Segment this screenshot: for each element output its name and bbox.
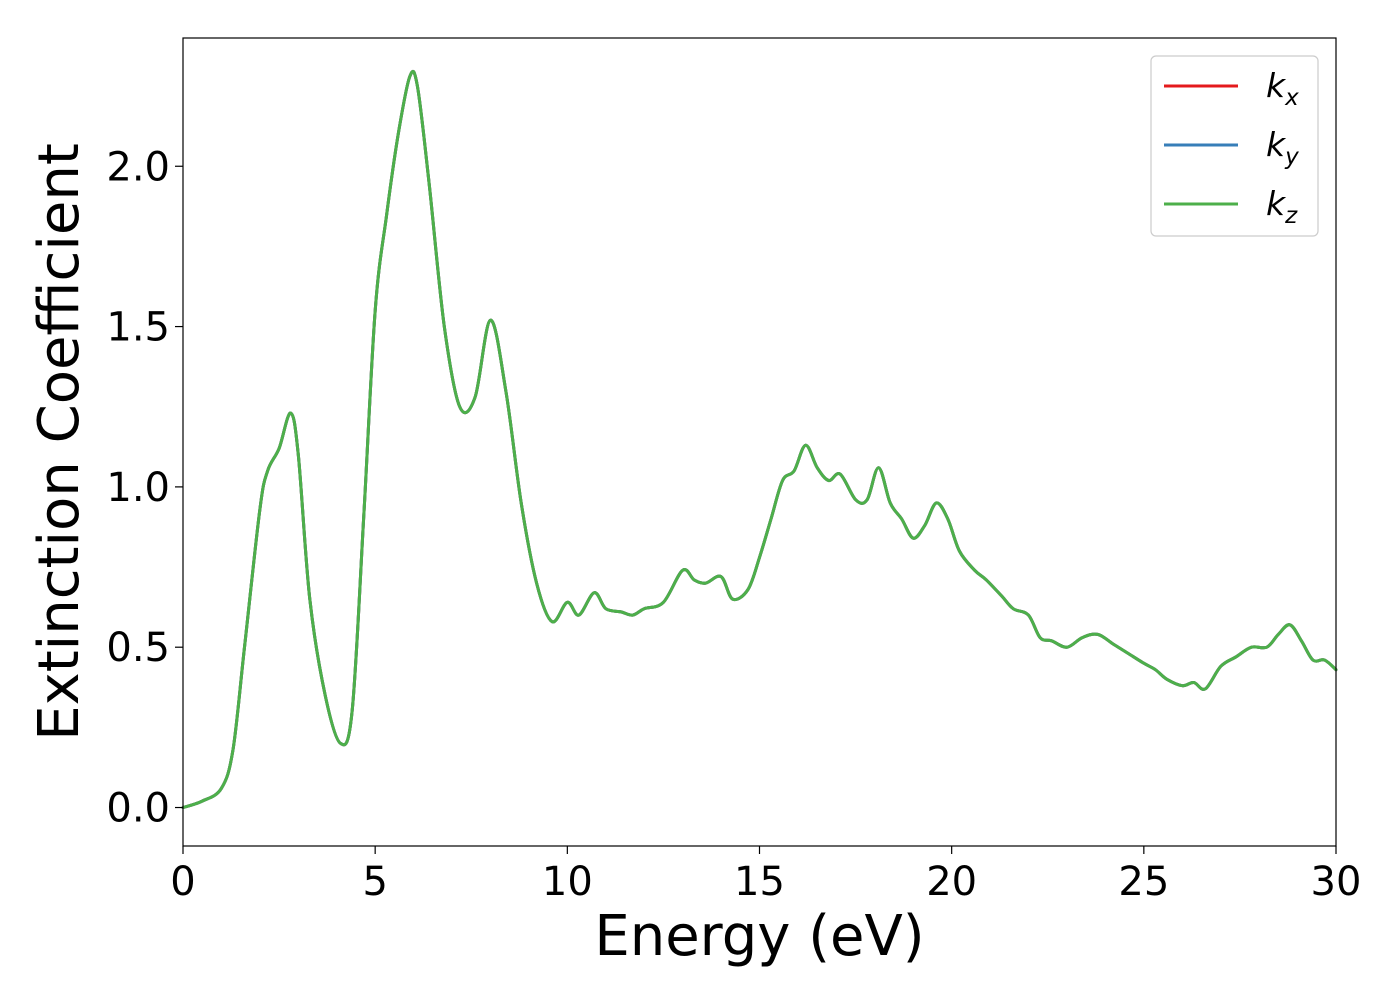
x-tick-label: 0 xyxy=(170,859,195,905)
legend-label: kx xyxy=(1266,66,1299,111)
legend-label-subscript: y xyxy=(1284,144,1299,170)
legend-label-base: k xyxy=(1266,125,1287,164)
y-tick-label: 0.0 xyxy=(106,786,170,832)
x-tick-label: 25 xyxy=(1118,859,1169,905)
y-axis: 0.0 0.5 1.0 1.5 2.0 xyxy=(106,144,183,832)
legend-label-subscript: z xyxy=(1284,203,1298,229)
x-axis-title: Energy (eV) xyxy=(594,904,924,969)
x-tick-label: 30 xyxy=(1311,859,1362,905)
legend-label-base: k xyxy=(1266,66,1287,105)
legend-label: ky xyxy=(1266,125,1299,170)
legend-label: kz xyxy=(1266,184,1298,229)
x-tick-label: 15 xyxy=(734,859,785,905)
y-tick-label: 0.5 xyxy=(106,625,170,671)
series-layer xyxy=(181,69,1338,809)
x-tick-label: 20 xyxy=(926,859,977,905)
series-line-kz xyxy=(181,69,1338,809)
y-axis-title: Extinction Coefficient xyxy=(27,143,92,741)
legend-item-kz: kz xyxy=(1164,184,1298,229)
x-tick-label: 10 xyxy=(542,859,593,905)
legend-label-base: k xyxy=(1266,184,1287,223)
x-axis: 0 5 10 15 20 25 30 xyxy=(170,846,1361,905)
legend-item-ky: ky xyxy=(1164,125,1299,170)
y-tick-label: 2.0 xyxy=(106,144,170,190)
legend-item-kx: kx xyxy=(1164,66,1299,111)
y-tick-label: 1.5 xyxy=(106,305,170,351)
legend-label-subscript: x xyxy=(1284,85,1299,111)
y-tick-label: 1.0 xyxy=(106,465,170,511)
x-tick-label: 5 xyxy=(362,859,387,905)
